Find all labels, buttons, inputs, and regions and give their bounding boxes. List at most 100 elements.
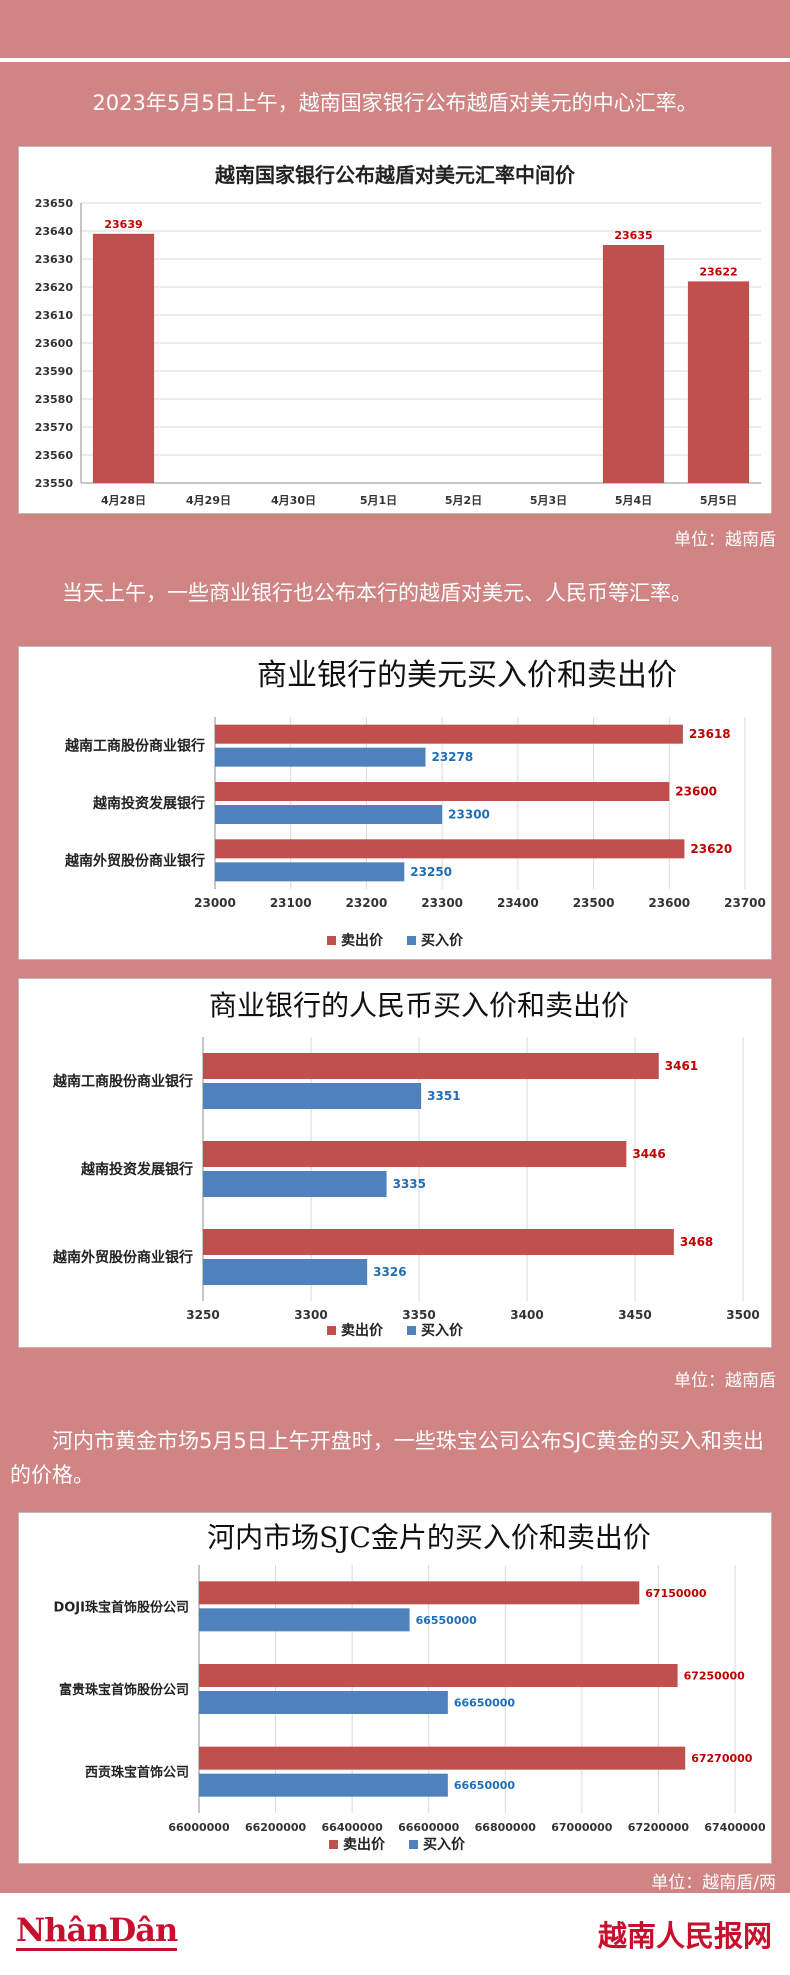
y-tick-label: 23640 bbox=[35, 225, 74, 238]
section-3-text: 河内市黄金市场5月5日上午开盘时，一些珠宝公司公布SJC黄金的买入和卖出的价格。 bbox=[10, 1429, 764, 1487]
x-tick-label: 3450 bbox=[618, 1308, 651, 1322]
data-label: 3446 bbox=[632, 1147, 665, 1161]
site-logo[interactable]: 越南人民报网 bbox=[597, 1919, 772, 1953]
buy-bar bbox=[215, 862, 405, 882]
x-tick-label: 5月2日 bbox=[445, 494, 482, 507]
x-tick-label: 23100 bbox=[270, 896, 312, 910]
section-2-text: 当天上午，一些商业银行也公布本行的越盾对美元、人民币等汇率。 bbox=[62, 581, 692, 605]
y-tick-label: 23620 bbox=[35, 281, 74, 294]
data-label: 23635 bbox=[614, 229, 652, 242]
unit-label-1: 单位：越南盾 bbox=[674, 530, 776, 550]
x-tick-label: 5月5日 bbox=[700, 494, 737, 507]
legend-swatch bbox=[327, 936, 336, 945]
legend-swatch bbox=[329, 1840, 338, 1849]
legend-label: 卖出价 bbox=[341, 932, 384, 949]
sell-bar bbox=[215, 839, 685, 859]
legend-swatch bbox=[409, 1840, 418, 1849]
category-label: DOJI珠宝首饰股份公司 bbox=[53, 1599, 189, 1615]
legend-label: 买入价 bbox=[423, 1837, 466, 1853]
data-label: 66650000 bbox=[454, 1779, 516, 1792]
category-label: 越南工商股份商业银行 bbox=[64, 738, 205, 755]
sell-bar bbox=[203, 1141, 627, 1167]
x-tick-label: 67400000 bbox=[704, 1821, 766, 1834]
x-tick-label: 4月28日 bbox=[101, 494, 146, 507]
buy-bar bbox=[203, 1259, 368, 1285]
x-tick-label: 3300 bbox=[294, 1308, 327, 1322]
sell-bar bbox=[215, 724, 683, 744]
category-label: 西贡珠宝首饰公司 bbox=[85, 1765, 189, 1781]
buy-bar bbox=[203, 1083, 422, 1109]
x-tick-label: 23200 bbox=[346, 896, 388, 910]
x-tick-label: 23600 bbox=[648, 896, 690, 910]
y-tick-label: 23590 bbox=[35, 365, 74, 378]
sell-bar bbox=[199, 1664, 678, 1687]
y-tick-label: 23570 bbox=[35, 421, 74, 434]
sell-bar bbox=[203, 1229, 674, 1255]
data-label: 23250 bbox=[410, 865, 452, 879]
sjc-gold-chart-svg: 河内市场SJC金片的买入价和卖出价 66000000 66200000 6640000… bbox=[53, 1521, 766, 1853]
x-tick-label: 5月4日 bbox=[615, 494, 652, 507]
usd-rate-chart-svg: 商业银行的美元买入价和卖出价 23000 23100 23200 23300 23400 2… bbox=[64, 658, 766, 949]
data-label: 3468 bbox=[680, 1235, 713, 1249]
x-tick-label: 67200000 bbox=[628, 1821, 690, 1834]
x-tick-label: 66600000 bbox=[398, 1821, 460, 1834]
x-tick-label: 23000 bbox=[194, 896, 236, 910]
bar bbox=[687, 281, 750, 483]
y-tick-label: 23610 bbox=[35, 309, 74, 322]
x-tick-label: 23700 bbox=[724, 896, 766, 910]
data-label: 67270000 bbox=[691, 1752, 753, 1765]
data-label: 3461 bbox=[665, 1059, 698, 1073]
x-tick-label: 66400000 bbox=[322, 1821, 384, 1834]
buy-bar bbox=[203, 1171, 387, 1197]
central-rate-chart-svg: 越南国家银行公布越盾对美元汇率中间价 23550 23560 23570 23580 23… bbox=[35, 163, 761, 507]
intro-text: 2023年5月5日上午，越南国家银行公布越盾对美元的中心汇率。 bbox=[92, 91, 698, 115]
central-rate-chart: 越南国家银行公布越盾对美元汇率中间价 23550 23560 23570 23580 23… bbox=[18, 146, 772, 514]
cny-rate-chart: 商业银行的人民币买入价和卖出价 3250 3300 3350 3400 3450 3500 越… bbox=[18, 978, 772, 1348]
legend-swatch bbox=[407, 936, 416, 945]
x-tick-label: 3350 bbox=[402, 1308, 435, 1322]
x-tick-label: 23400 bbox=[497, 896, 539, 910]
bar bbox=[602, 245, 665, 483]
bar bbox=[92, 233, 155, 483]
category-label: 越南投资发展银行 bbox=[80, 1161, 193, 1178]
data-label: 23620 bbox=[690, 842, 732, 856]
unit-label-3: 单位：越南盾/两 bbox=[651, 1873, 776, 1893]
x-tick-label: 67000000 bbox=[551, 1821, 613, 1834]
buy-bar bbox=[199, 1773, 448, 1797]
y-tick-label: 23600 bbox=[35, 337, 74, 350]
data-label: 66550000 bbox=[416, 1614, 478, 1627]
chart-title: 河内市场SJC金片的买入价和卖出价 bbox=[207, 1521, 651, 1554]
buy-bar bbox=[199, 1608, 410, 1632]
cny-rate-chart-svg: 商业银行的人民币买入价和卖出价 3250 3300 3350 3400 3450 3500 越… bbox=[52, 989, 760, 1339]
data-label: 67150000 bbox=[645, 1587, 707, 1600]
category-label: 越南外贸股份商业银行 bbox=[52, 1249, 193, 1266]
x-tick-label: 5月1日 bbox=[360, 494, 397, 507]
category-label: 富贵珠宝首饰股份公司 bbox=[59, 1682, 189, 1698]
sjc-gold-chart: 河内市场SJC金片的买入价和卖出价 66000000 66200000 6640000… bbox=[18, 1512, 772, 1864]
footer-bar: NhânDân 越南人民报网 bbox=[0, 1893, 790, 1975]
x-tick-label: 3250 bbox=[186, 1308, 219, 1322]
legend-label: 卖出价 bbox=[343, 1836, 386, 1853]
data-label: 3335 bbox=[393, 1177, 426, 1191]
nhandan-logo[interactable]: NhânDân bbox=[16, 1911, 178, 1951]
sell-bar bbox=[199, 1746, 686, 1770]
y-tick-label: 23560 bbox=[35, 449, 74, 462]
category-label: 越南外贸股份商业银行 bbox=[64, 852, 205, 869]
data-label: 23278 bbox=[431, 750, 473, 764]
y-tick-label: 23550 bbox=[35, 477, 74, 490]
top-divider bbox=[0, 58, 790, 62]
x-tick-label: 66800000 bbox=[475, 1821, 537, 1834]
y-tick-label: 23650 bbox=[35, 197, 74, 210]
data-label: 66650000 bbox=[454, 1697, 516, 1710]
x-tick-label: 4月29日 bbox=[186, 494, 231, 507]
data-label: 23618 bbox=[689, 727, 731, 741]
category-label: 越南工商股份商业银行 bbox=[52, 1073, 193, 1090]
buy-bar bbox=[215, 805, 443, 824]
legend-swatch bbox=[327, 1326, 336, 1335]
chart-title: 商业银行的人民币买入价和卖出价 bbox=[209, 989, 629, 1022]
x-tick-label: 23500 bbox=[573, 896, 615, 910]
buy-bar bbox=[199, 1691, 448, 1714]
legend-label: 买入价 bbox=[421, 1323, 464, 1339]
chart-title: 越南国家银行公布越盾对美元汇率中间价 bbox=[214, 163, 576, 187]
legend-label: 卖出价 bbox=[341, 1322, 384, 1339]
